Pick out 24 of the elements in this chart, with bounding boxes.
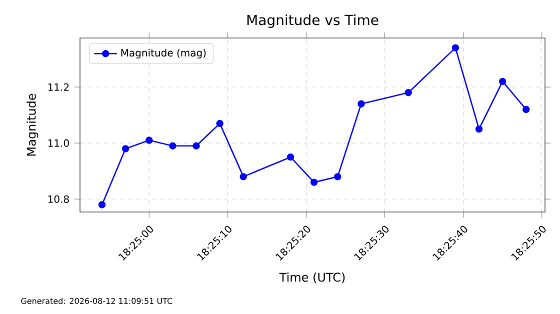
y-axis-title: Magnitude [26, 94, 38, 156]
point [310, 178, 318, 186]
y-tick-label: 10.8 [48, 195, 69, 203]
x-axis-title: Time (UTC) [279, 272, 345, 284]
point [240, 173, 247, 180]
point [192, 142, 200, 150]
point [452, 44, 460, 52]
legend-label: Magnitude (mag) [121, 48, 206, 58]
y-tick-label: 11.2 [48, 83, 69, 91]
point [334, 173, 342, 180]
point [286, 153, 294, 161]
point [404, 89, 412, 96]
text: Generated: 2026-08-12 11:09:51 UTC [21, 298, 172, 304]
point [522, 106, 530, 114]
point [122, 145, 130, 152]
point [216, 120, 224, 128]
point [475, 125, 483, 133]
y-tick-label: 11.0 [48, 139, 69, 147]
point [498, 78, 506, 86]
point [98, 201, 106, 208]
point [146, 136, 153, 144]
chart-title: Magnitude vs Time [247, 14, 378, 28]
point [358, 100, 365, 108]
point [169, 142, 176, 150]
